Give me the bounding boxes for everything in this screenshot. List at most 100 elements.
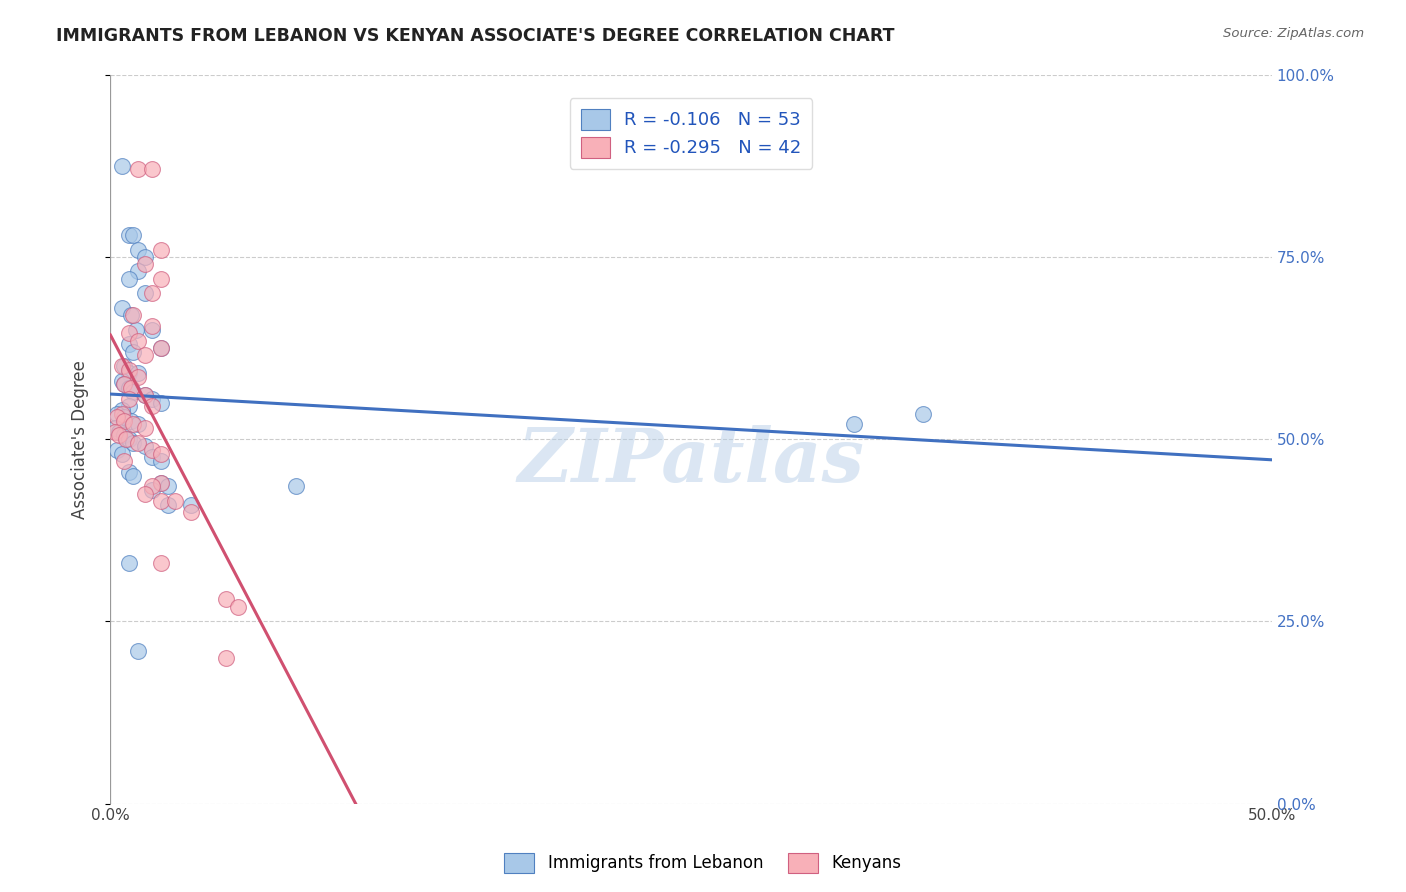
Point — [122, 417, 145, 432]
Point — [134, 487, 156, 501]
Point — [134, 257, 156, 271]
Point — [120, 381, 142, 395]
Point — [122, 435, 145, 450]
Point — [150, 341, 173, 355]
Text: ZIPatlas: ZIPatlas — [517, 425, 865, 497]
Point — [215, 592, 238, 607]
Point — [118, 326, 141, 341]
Point — [111, 159, 134, 173]
Point — [111, 301, 134, 315]
Point — [118, 337, 141, 351]
Point — [157, 498, 180, 512]
Point — [111, 447, 134, 461]
Point — [134, 421, 156, 435]
Point — [141, 450, 163, 465]
Point — [141, 399, 163, 413]
Point — [104, 425, 127, 439]
Point — [134, 286, 156, 301]
Point — [122, 227, 145, 242]
Point — [141, 286, 163, 301]
Point — [134, 250, 156, 264]
Point — [134, 388, 156, 402]
Point — [118, 381, 141, 395]
Point — [112, 359, 135, 373]
Point — [105, 442, 128, 457]
Point — [150, 556, 173, 570]
Point — [112, 454, 135, 468]
Point — [226, 599, 249, 614]
Point — [108, 425, 131, 439]
Point — [127, 417, 149, 432]
Point — [122, 384, 145, 399]
Point — [141, 162, 163, 177]
Point — [134, 439, 156, 453]
Point — [150, 395, 173, 409]
Point — [150, 447, 173, 461]
Point — [134, 388, 156, 402]
Point — [122, 344, 145, 359]
Point — [127, 334, 149, 348]
Point — [118, 432, 141, 446]
Point — [141, 319, 163, 334]
Point — [180, 498, 202, 512]
Point — [124, 323, 146, 337]
Point — [127, 162, 149, 177]
Point — [112, 428, 135, 442]
Point — [118, 271, 141, 285]
Point — [141, 442, 163, 457]
Point — [285, 479, 308, 493]
Point — [165, 494, 187, 508]
Point — [141, 483, 163, 497]
Legend: Immigrants from Lebanon, Kenyans: Immigrants from Lebanon, Kenyans — [498, 847, 908, 880]
Point — [127, 367, 149, 381]
Point — [180, 505, 202, 519]
Point — [127, 435, 149, 450]
Point — [141, 392, 163, 406]
Point — [118, 392, 141, 406]
Point — [141, 323, 163, 337]
Y-axis label: Associate's Degree: Associate's Degree — [72, 359, 89, 518]
Point — [150, 475, 173, 490]
Point — [105, 407, 128, 421]
Point — [108, 428, 131, 442]
Point — [120, 414, 142, 428]
Point — [112, 377, 135, 392]
Point — [111, 407, 134, 421]
Point — [118, 556, 141, 570]
Point — [127, 370, 149, 384]
Point — [118, 363, 141, 377]
Point — [127, 243, 149, 257]
Point — [111, 359, 134, 373]
Point — [842, 417, 865, 432]
Point — [118, 367, 141, 381]
Point — [150, 243, 173, 257]
Point — [150, 271, 173, 285]
Point — [215, 650, 238, 665]
Point — [141, 479, 163, 493]
Point — [157, 479, 180, 493]
Point — [150, 341, 173, 355]
Text: IMMIGRANTS FROM LEBANON VS KENYAN ASSOCIATE'S DEGREE CORRELATION CHART: IMMIGRANTS FROM LEBANON VS KENYAN ASSOCI… — [56, 27, 894, 45]
Point — [111, 374, 134, 388]
Point — [105, 410, 128, 425]
Point — [118, 465, 141, 479]
Point — [127, 643, 149, 657]
Point — [104, 421, 127, 435]
Point — [912, 407, 935, 421]
Point — [112, 377, 135, 392]
Point — [112, 410, 135, 425]
Point — [115, 432, 138, 446]
Point — [150, 454, 173, 468]
Point — [112, 414, 135, 428]
Legend: R = -0.106   N = 53, R = -0.295   N = 42: R = -0.106 N = 53, R = -0.295 N = 42 — [569, 98, 813, 169]
Text: Source: ZipAtlas.com: Source: ZipAtlas.com — [1223, 27, 1364, 40]
Point — [111, 403, 134, 417]
Point — [122, 468, 145, 483]
Point — [120, 308, 142, 322]
Point — [118, 399, 141, 413]
Point — [118, 227, 141, 242]
Point — [134, 348, 156, 362]
Point — [150, 494, 173, 508]
Point — [122, 308, 145, 322]
Point — [127, 264, 149, 278]
